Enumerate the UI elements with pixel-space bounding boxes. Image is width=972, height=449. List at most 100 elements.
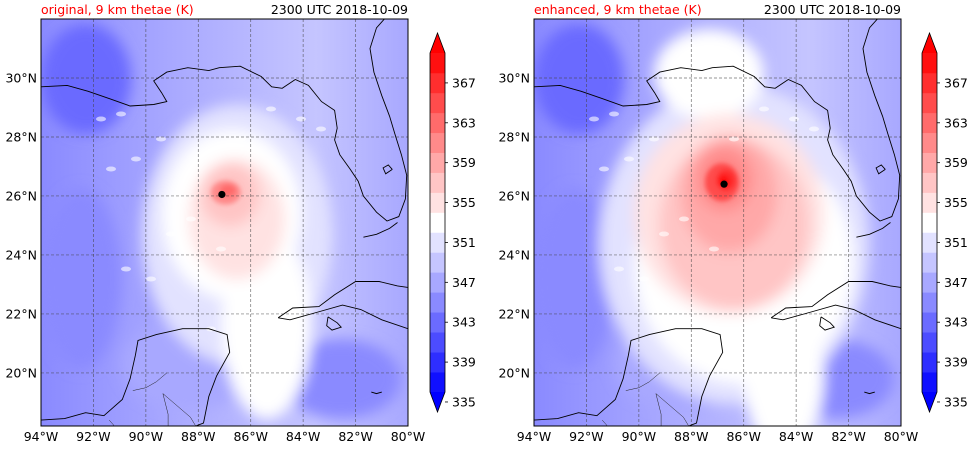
lat-tick-label: 22°N — [5, 306, 37, 321]
colorbar-bin — [922, 212, 937, 233]
colorbar-tick-label: 347 — [452, 275, 476, 290]
colorbar-bin — [922, 232, 937, 253]
colorbar-bin — [922, 72, 937, 94]
lon-tick-labels: 94°W 92°W 90°W 88°W 86°W 84°W 82°W 80°W — [24, 429, 426, 444]
colorbar-tick-label: 359 — [944, 155, 968, 170]
colorbar-tick-label: 367 — [452, 75, 476, 90]
colorbar-bin — [430, 252, 445, 273]
lat-tick-label: 26°N — [5, 188, 37, 203]
lat-tick-label: 30°N — [498, 70, 530, 85]
storm-center-marker — [720, 180, 728, 188]
lat-tick-label: 22°N — [498, 306, 530, 321]
lat-tick-label: 20°N — [498, 365, 530, 380]
colorbar-tick-label: 347 — [944, 275, 968, 290]
colorbar-tick-label: 335 — [944, 394, 968, 409]
colorbar-bin — [430, 292, 445, 313]
colorbar-bin — [922, 192, 937, 213]
colorbar-tick-label: 339 — [944, 355, 968, 370]
colorbar-tick-label: 343 — [452, 315, 476, 330]
colorbar-tick-label: 355 — [944, 195, 968, 210]
colorbar-bin — [922, 332, 937, 353]
colorbar-bin — [922, 352, 937, 373]
colorbar-tick-label: 363 — [452, 115, 476, 130]
colorbar-outline — [921, 31, 938, 414]
lon-tick-label: 82°W — [831, 429, 866, 444]
lon-tick-label: 86°W — [726, 429, 761, 444]
graticule — [534, 19, 901, 426]
colorbar-bin — [922, 292, 937, 313]
lat-tick-label: 20°N — [5, 365, 37, 380]
graticule — [41, 19, 408, 426]
colorbar-bin — [922, 92, 937, 114]
colorbar-bin — [430, 172, 445, 193]
coastlines — [41, 19, 408, 426]
map-frame — [533, 18, 902, 427]
lon-tick-label: 94°W — [517, 429, 552, 444]
colorbar-bin — [430, 53, 445, 74]
panel-title-right: 2300 UTC 2018-10-09 — [764, 2, 901, 17]
colorbar-bin — [430, 332, 445, 353]
panel-title-right: 2300 UTC 2018-10-09 — [271, 2, 408, 17]
lon-tick-label: 84°W — [286, 429, 321, 444]
colorbar-tick-label: 351 — [944, 235, 968, 250]
colorbar-extend-max — [922, 33, 937, 53]
colorbar-bin — [922, 372, 937, 393]
colorbar-bin — [430, 352, 445, 373]
lat-tick-labels: 20°N 22°N 24°N 26°N 28°N 30°N — [498, 70, 530, 380]
colorbar-bin — [922, 152, 937, 173]
colorbar-bin — [922, 132, 937, 154]
lon-tick-label: 90°W — [622, 429, 657, 444]
colorbar-bin — [430, 112, 445, 134]
lon-tick-label: 92°W — [76, 429, 111, 444]
lat-tick-label: 24°N — [5, 247, 37, 262]
colorbar-tick-label: 335 — [452, 394, 476, 409]
colorbar-bin — [430, 92, 445, 114]
field-layers — [534, 19, 901, 426]
colorbar-tick-label: 359 — [452, 155, 476, 170]
colorbar-bin — [430, 212, 445, 233]
colorbar-tick-label: 343 — [944, 315, 968, 330]
colorbar-bin — [430, 232, 445, 253]
lat-tick-labels: 20°N 22°N 24°N 26°N 28°N 30°N — [5, 70, 37, 380]
colorbar-bin — [430, 152, 445, 173]
storm-center-marker — [218, 190, 226, 199]
lon-tick-label: 82°W — [338, 429, 373, 444]
colorbar-enhanced: 335 339 343 347 351 355 359 363 367 — [921, 31, 968, 414]
colorbar-bin — [430, 272, 445, 293]
colorbar-tick-label: 351 — [452, 235, 476, 250]
lon-tick-label: 88°W — [181, 429, 216, 444]
colorbar-original: 335 339 343 347 351 355 359 363 367 — [429, 31, 476, 414]
colorbar-bin — [922, 272, 937, 293]
lon-tick-label: 92°W — [569, 429, 604, 444]
panel-title-left: original, 9 km thetae (K) — [41, 2, 194, 17]
lon-tick-label: 80°W — [391, 429, 426, 444]
colorbar-extend-min — [922, 392, 937, 412]
colorbar-bin — [922, 112, 937, 134]
thetae-field — [534, 19, 901, 426]
lat-tick-label: 24°N — [498, 247, 530, 262]
panel-title-left: enhanced, 9 km thetae (K) — [534, 2, 702, 17]
colorbar-tick-label: 355 — [452, 195, 476, 210]
colorbar-bin — [430, 192, 445, 213]
lon-tick-label: 88°W — [674, 429, 709, 444]
colorbar-bin — [430, 372, 445, 393]
colorbar-bin — [922, 312, 937, 333]
lon-tick-labels: 94°W 92°W 90°W 88°W 86°W 84°W 82°W 80°W — [517, 429, 919, 444]
colorbar-outline — [429, 31, 446, 414]
colorbar-bin — [430, 72, 445, 94]
lat-tick-label: 30°N — [5, 70, 37, 85]
colorbar-extend-min — [430, 392, 445, 412]
lon-tick-label: 80°W — [884, 429, 919, 444]
colorbar-tick-label: 367 — [944, 75, 968, 90]
coastlines — [534, 19, 901, 426]
lon-tick-label: 90°W — [129, 429, 164, 444]
map-panel-original: original, 9 km thetae (K) 2300 UTC 2018-… — [5, 2, 425, 444]
lon-tick-label: 84°W — [779, 429, 814, 444]
colorbar-extend-max — [430, 33, 445, 53]
map-panel-enhanced: enhanced, 9 km thetae (K) 2300 UTC 2018-… — [498, 2, 919, 444]
lon-tick-label: 86°W — [233, 429, 268, 444]
colorbar-bin — [922, 252, 937, 273]
field-layers — [41, 19, 408, 426]
map-frame — [40, 18, 409, 427]
